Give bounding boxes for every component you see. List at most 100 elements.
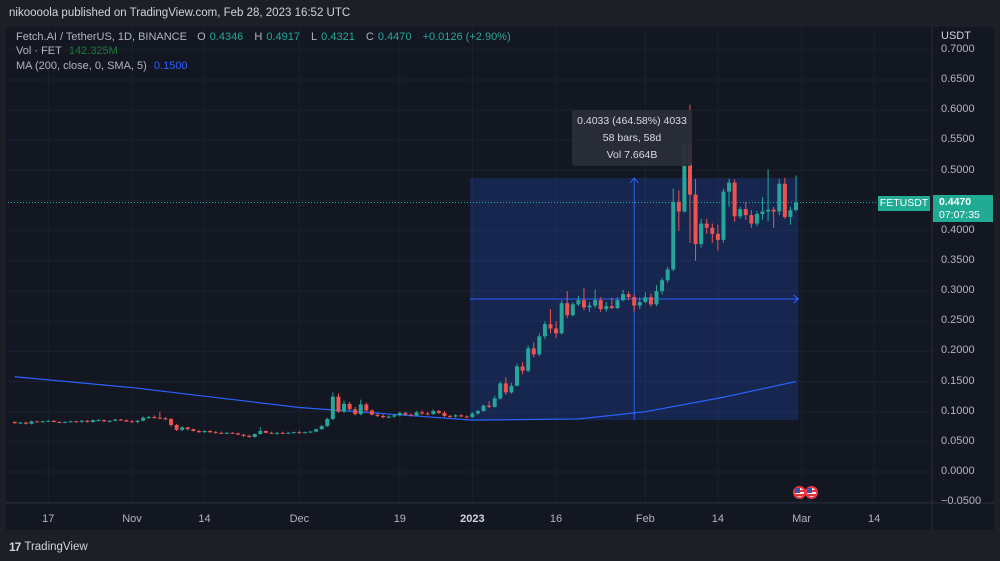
candle-body: [185, 427, 190, 430]
candle-body: [609, 306, 614, 308]
candle-body: [777, 183, 782, 212]
symbol-price-tag: FETUSDT: [878, 196, 930, 211]
candle-body: [626, 294, 631, 298]
candle-body: [464, 416, 469, 418]
candle-body: [247, 435, 252, 438]
price-tick: 0.6500: [941, 73, 975, 86]
candle-body: [397, 412, 402, 416]
candle-body: [648, 297, 653, 305]
candle-body: [118, 419, 123, 421]
symbol-title[interactable]: Fetch.AI / TetherUS, 1D, BINANCE: [16, 31, 187, 43]
candle-body: [124, 420, 129, 422]
candle-body: [369, 410, 374, 415]
volume-value: 142.325M: [68, 45, 118, 57]
candle-body: [408, 414, 413, 416]
price-tick: 0.5500: [941, 133, 975, 146]
measure-tooltip: 0.4033 (464.58%) 4033 58 bars, 58d Vol 7…: [572, 110, 692, 166]
candle-body: [498, 383, 503, 399]
candle-body: [96, 420, 101, 422]
volume-label: Vol · FET: [16, 45, 62, 57]
candle-body: [129, 421, 134, 423]
candle-body: [682, 144, 687, 212]
high-value: 0.4917: [266, 31, 300, 43]
price-tick: 0.3500: [941, 253, 975, 266]
footer-brand[interactable]: TradingView: [24, 541, 88, 553]
price-tick: 0.4000: [941, 223, 975, 236]
chart-panel[interactable]: [6, 27, 994, 530]
ma-label: MA (200, close, 0, SMA, 5): [16, 60, 147, 72]
candle-body: [74, 421, 79, 423]
price-tick: 0.1500: [941, 374, 975, 387]
candle-body: [632, 297, 637, 306]
time-tick: Nov: [122, 513, 142, 525]
candle-body: [615, 300, 620, 308]
candle-body: [749, 215, 754, 224]
legend-ohlc: Fetch.AI / TetherUS, 1D, BINANCE O 0.4346…: [16, 31, 515, 43]
candle-body: [275, 432, 280, 434]
time-tick: Mar: [792, 513, 812, 525]
candle-body: [141, 417, 146, 421]
change-value: +0.0126 (+2.90%): [422, 31, 511, 43]
candle-body: [548, 324, 553, 329]
candle-body: [35, 421, 40, 423]
candle-body: [587, 305, 592, 308]
candle-body: [157, 417, 162, 419]
legend-volume[interactable]: Vol · FET 142.325M: [16, 45, 122, 57]
candle-body: [520, 366, 525, 371]
candle-body: [146, 417, 151, 419]
candle-body: [79, 420, 84, 422]
candle-body: [660, 280, 665, 292]
candle-body: [46, 420, 51, 422]
candle-body: [85, 420, 90, 422]
measure-bars: 58 bars, 58d: [602, 132, 662, 144]
candle-body: [40, 421, 45, 423]
candle-body: [492, 398, 497, 407]
time-tick: 16: [549, 513, 563, 525]
candle-body: [559, 303, 564, 334]
tradingview-logo-icon[interactable]: 17: [9, 540, 21, 554]
us-flag-icon[interactable]: [805, 486, 818, 499]
candle-body: [481, 405, 486, 412]
candle-body: [386, 416, 391, 418]
publisher-line: nikoooola published on TradingView.com, …: [9, 7, 351, 19]
candle-body: [487, 405, 492, 407]
price-axis-unit: USDT: [941, 30, 971, 42]
candle-body: [526, 348, 531, 371]
candle-body: [152, 417, 157, 419]
candle-body: [202, 430, 207, 433]
candle-body: [286, 432, 291, 434]
candle-body: [23, 422, 28, 424]
candle-body: [442, 412, 447, 416]
candle-body: [604, 306, 609, 310]
price-tick: 0.5000: [941, 163, 975, 176]
candle-body: [414, 412, 419, 416]
candle-body: [180, 427, 185, 430]
candle-body: [347, 403, 352, 410]
open-label: O: [197, 31, 206, 43]
candle-body: [375, 414, 380, 416]
candle-body: [358, 404, 363, 415]
candle-body: [743, 209, 748, 216]
candle-body: [213, 432, 218, 434]
low-label: L: [311, 31, 318, 43]
candle-body: [782, 183, 787, 217]
candle-body: [163, 418, 168, 420]
candle-body: [593, 300, 598, 306]
candle-body: [208, 430, 213, 433]
candle-body: [230, 432, 235, 434]
last-price: 0.4470: [939, 196, 972, 208]
open-value: 0.4346: [209, 31, 244, 43]
candle-body: [704, 223, 709, 228]
candle-body: [565, 303, 570, 316]
candle-body: [754, 213, 759, 224]
candle-body: [63, 421, 68, 423]
legend-ma[interactable]: MA (200, close, 0, SMA, 5) 0.1500: [16, 60, 192, 72]
candle-body: [263, 430, 268, 433]
candle-body: [771, 209, 776, 212]
candle-body: [570, 304, 575, 316]
candle-body: [470, 413, 475, 418]
price-tick: 0.0500: [941, 434, 975, 447]
low-value: 0.4321: [321, 31, 355, 43]
candle-body: [794, 202, 798, 210]
